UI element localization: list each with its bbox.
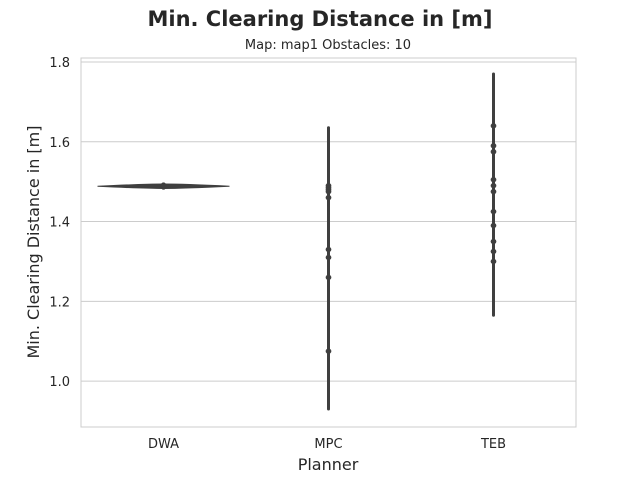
data-point [325, 254, 332, 261]
x-tick-label: DWA [148, 437, 179, 452]
data-point [490, 222, 497, 229]
data-point [160, 184, 167, 190]
data-point [325, 348, 332, 355]
data-point [490, 122, 497, 129]
chart-title: Min. Clearing Distance in [m] [147, 7, 492, 31]
axes-frame [80, 57, 577, 428]
data-point [490, 182, 497, 189]
y-tick-label: 1.4 [49, 216, 70, 231]
data-point [490, 248, 497, 255]
data-point [490, 188, 497, 195]
data-point [490, 176, 497, 183]
x-tick-label: TEB [480, 437, 506, 452]
data-point [490, 258, 497, 265]
violin-teb [490, 72, 497, 317]
y-axis-label: Min. Clearing Distance in [m] [24, 125, 43, 358]
y-tick-label: 1.0 [49, 375, 70, 390]
data-point [325, 246, 332, 253]
data-point [325, 188, 332, 195]
violin-layer [97, 72, 497, 411]
data-point [490, 238, 497, 245]
x-axis-label: Planner [298, 455, 359, 474]
data-point [325, 194, 332, 201]
data-point [490, 148, 497, 155]
data-point [490, 142, 497, 149]
chart-subtitle: Map: map1 Obstacles: 10 [245, 38, 411, 53]
axes-border [80, 57, 577, 428]
violin-dwa [97, 182, 230, 190]
x-tick-label: MPC [314, 437, 342, 452]
y-tick-label: 1.8 [49, 56, 70, 71]
y-tick-label: 1.2 [49, 295, 70, 310]
data-point [490, 208, 497, 215]
violin-mpc [325, 126, 332, 411]
data-point [325, 274, 332, 281]
tick-layer: 1.0 1.2 1.4 1.6 1.8 DWA MPC TEB [49, 56, 506, 452]
y-tick-label: 1.6 [49, 136, 70, 151]
